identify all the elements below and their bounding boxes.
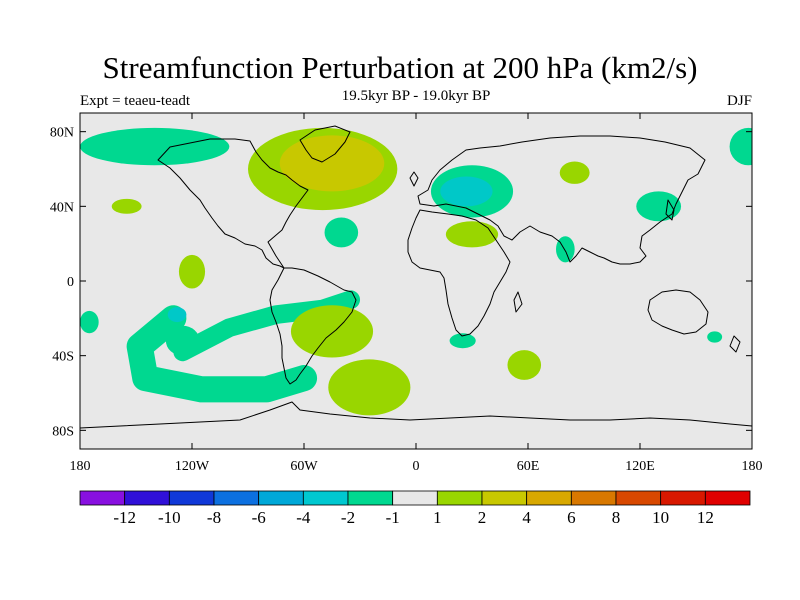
lat-tick-label: 0: [67, 275, 74, 290]
lat-tick-label: 40N: [50, 200, 74, 215]
sh-wave-train: [126, 305, 318, 403]
lon-tick-label: 60E: [517, 459, 540, 474]
colorbar-label: 12: [697, 508, 714, 527]
lon-tick-label: 180: [742, 459, 763, 474]
colorbar-swatch: [79, 490, 126, 506]
anomaly-australia-low: [707, 331, 723, 343]
colorbar-swatch: [481, 490, 528, 506]
experiment-label: Expt = teaeu-teadt: [80, 93, 191, 109]
colorbar-label: 10: [652, 508, 669, 527]
colorbar-swatch: [704, 490, 751, 506]
colorbar-label: -8: [207, 508, 221, 527]
anomaly-sh-polar-high: [165, 325, 200, 356]
colorbar-swatch: [302, 490, 349, 506]
colorbar-label: -10: [158, 508, 181, 527]
colorbar-label: -6: [252, 508, 266, 527]
colorbar-label: 1: [433, 508, 442, 527]
colorbar-swatch: [347, 490, 394, 506]
anomaly-north-africa-high: [445, 221, 499, 248]
map-title: Streamfunction Perturbation at 200 hPa (…: [102, 50, 698, 85]
coastline-antarctica: [80, 401, 752, 429]
colorbar-label: -12: [113, 508, 136, 527]
coastline-north-america: [157, 138, 309, 269]
colorbar-label: -1: [386, 508, 400, 527]
anomaly-shading: [80, 127, 752, 416]
anomaly-arabia-low: [556, 236, 575, 263]
lon-tick-label: 180: [70, 459, 91, 474]
anomaly-south-pacific-low-core: [167, 307, 187, 323]
lon-tick-label: 120E: [625, 459, 655, 474]
colorbar-swatch: [168, 490, 215, 506]
coastline-south-america: [269, 267, 357, 385]
anomaly-indian-ocean-high: [507, 350, 542, 380]
colorbar-label: 2: [478, 508, 487, 527]
colorbar-label: 4: [522, 508, 531, 527]
colorbar-label: -2: [341, 508, 355, 527]
coastline-japan: [665, 199, 675, 221]
colorbar-label: 6: [567, 508, 576, 527]
map-axes: 80N 40N 0 40S 80S 180 120W 60W 0 60E 120E 180: [50, 113, 763, 474]
colorbar-swatch: [392, 490, 438, 506]
coastline-africa: [407, 209, 511, 337]
colorbar-swatch: [615, 490, 662, 506]
colorbar-swatch: [526, 490, 572, 506]
anomaly-pacific-high-tropics: [178, 254, 206, 289]
coastline-new-zealand: [729, 335, 741, 353]
anomaly-siberia-patch: [559, 161, 590, 184]
anomaly-atlantic-low: [324, 217, 359, 248]
period-label: 19.5kyr BP - 19.0kyr BP: [341, 88, 491, 104]
colorbar-label: 8: [612, 508, 621, 527]
coastline-madagascar: [513, 291, 523, 313]
lon-tick-label: 0: [413, 459, 420, 474]
colorbar-swatch: [436, 490, 483, 506]
colorbar-swatch: [258, 490, 304, 506]
anomaly-south-atlantic-high: [328, 359, 411, 416]
colorbar-label: -4: [296, 508, 311, 527]
lat-tick-label: 80N: [50, 126, 74, 141]
anomaly-east-asia-low: [636, 191, 682, 222]
coastline-eurasia: [417, 135, 706, 265]
coastline-uk: [409, 171, 419, 187]
anomaly-nh-arctic-east: [729, 127, 752, 166]
colorbar: -12 -10 -8 -6 -4 -2 -1 1 2 4 6 8 10 12: [79, 490, 751, 527]
colorbar-swatch: [124, 490, 170, 506]
coastlines: [80, 125, 752, 429]
anomaly-south-africa-low: [449, 333, 476, 349]
lon-tick-label: 120W: [175, 459, 210, 474]
anomaly-south-america-high: [290, 305, 374, 358]
anomaly-nh-arctic-west: [80, 127, 230, 166]
season-label: DJF: [726, 93, 752, 109]
anomaly-europe-low-core: [440, 176, 493, 207]
colorbar-swatch: [213, 490, 260, 506]
coastline-australia: [647, 289, 709, 335]
lon-tick-label: 60W: [290, 459, 318, 474]
coastline-greenland: [299, 125, 351, 163]
lat-tick-label: 40S: [52, 350, 74, 365]
colorbar-swatch: [660, 490, 706, 506]
anomaly-pacific-edge-low: [80, 310, 99, 334]
lat-tick-label: 80S: [52, 424, 74, 439]
anomaly-pacific-high-n: [111, 198, 142, 214]
colorbar-swatch: [570, 490, 617, 506]
